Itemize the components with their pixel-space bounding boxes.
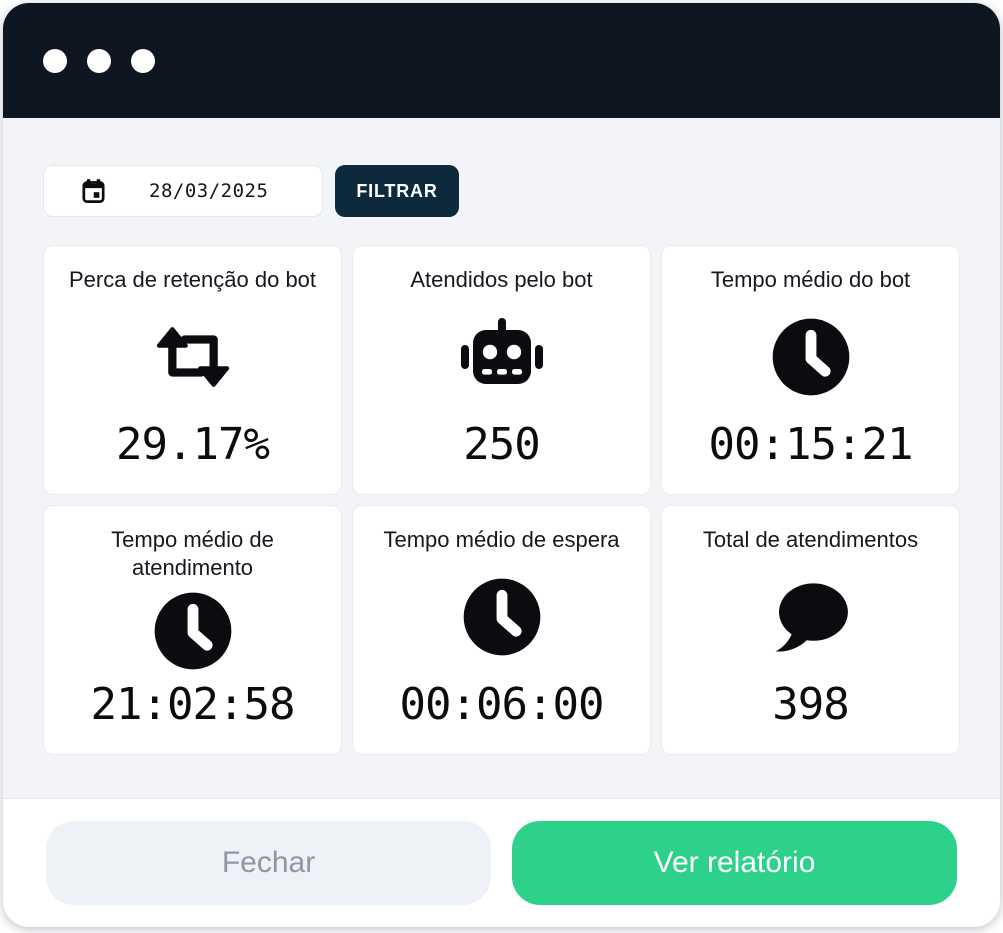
modal-footer: Fechar Ver relatório	[3, 798, 1000, 927]
card-value: 00:06:00	[399, 679, 605, 730]
view-report-button[interactable]: Ver relatório	[512, 821, 957, 905]
clock-icon	[153, 582, 233, 679]
card-value: 21:02:58	[90, 679, 296, 730]
modal-content: 28/03/2025 FILTRAR Perca de retenção do …	[3, 118, 1000, 798]
card-value: 00:15:21	[708, 419, 914, 470]
metrics-grid: Perca de retenção do bot 29.17% Atendido	[43, 245, 960, 755]
card-title: Perca de retenção do bot	[68, 267, 317, 292]
chat-bubble-icon	[770, 554, 852, 679]
filter-button[interactable]: FILTRAR	[335, 165, 459, 217]
card-value: 29.17%	[116, 419, 270, 470]
calendar-icon	[80, 178, 107, 205]
card-title: Atendidos pelo bot	[410, 267, 593, 292]
card-title: Tempo médio de atendimento	[111, 527, 274, 581]
window-dot	[131, 48, 155, 73]
metric-card-tempo-espera: Tempo médio de espera 00:06:00	[352, 505, 651, 755]
clock-icon	[771, 294, 851, 419]
card-title: Tempo médio do bot	[710, 267, 911, 292]
repeat-icon	[155, 294, 231, 419]
dashboard-modal: 28/03/2025 FILTRAR Perca de retenção do …	[3, 3, 1000, 927]
window-dot	[87, 48, 111, 73]
metric-card-atendidos-bot: Atendidos pelo bot 250	[352, 245, 651, 495]
robot-icon	[456, 294, 548, 419]
clock-icon	[462, 554, 542, 679]
metric-card-tempo-bot: Tempo médio do bot 00:15:21	[661, 245, 960, 495]
metric-card-retencao: Perca de retenção do bot 29.17%	[43, 245, 342, 495]
date-value: 28/03/2025	[149, 180, 269, 202]
card-value: 398	[772, 679, 849, 730]
card-title: Tempo médio de espera	[383, 527, 620, 552]
metric-card-total-atendimentos: Total de atendimentos 398	[661, 505, 960, 755]
card-title: Total de atendimentos	[702, 527, 919, 552]
window-dot	[43, 48, 67, 73]
card-value: 250	[463, 419, 540, 470]
close-button[interactable]: Fechar	[46, 821, 491, 905]
filter-row: 28/03/2025 FILTRAR	[43, 165, 960, 217]
window-titlebar	[3, 3, 1000, 118]
metric-card-tempo-atendimento: Tempo médio de atendimento 21:02:58	[43, 505, 342, 755]
date-input[interactable]: 28/03/2025	[43, 165, 323, 217]
